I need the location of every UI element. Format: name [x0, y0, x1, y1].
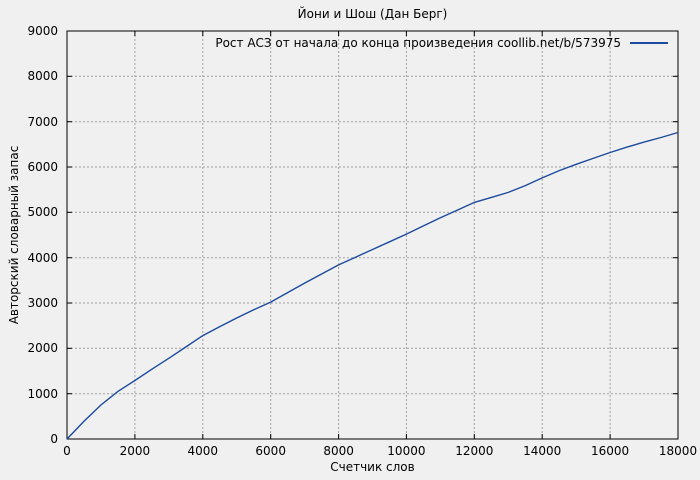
series-line: [66, 131, 679, 440]
legend-line-sample: [630, 42, 668, 44]
legend-label: Рост АСЗ от начала до конца произведения…: [215, 36, 621, 50]
x-axis-label: Счетчик слов: [330, 460, 415, 474]
plot-border: [66, 30, 679, 440]
legend: Рост АСЗ от начала до конца произведения…: [215, 36, 668, 50]
chart-title: Йони и Шош (Дан Берг): [297, 7, 448, 21]
